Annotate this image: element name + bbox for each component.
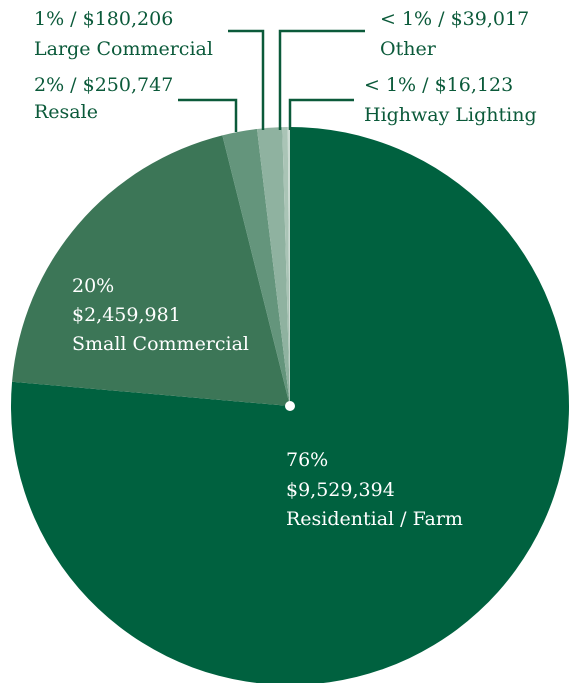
- label-other: < 1% / $39,017 Other: [380, 8, 535, 60]
- label-resale-line1: 2% / $250,747: [34, 74, 173, 96]
- label-residential-farm: 76% $9,529,394 Residential / Farm: [286, 449, 463, 530]
- label-residential-farm-category: Residential / Farm: [286, 508, 463, 530]
- leader-line-highway-lighting: [288, 98, 354, 130]
- pie-center-dot: [285, 401, 295, 411]
- label-other-line2: Other: [380, 38, 437, 60]
- pie-slice-other: [282, 127, 290, 406]
- label-residential-farm-percent: 76%: [286, 449, 328, 471]
- label-small-commercial-percent: 20%: [72, 275, 114, 297]
- label-small-commercial-value: $2,459,981: [72, 304, 181, 326]
- label-resale-line2: Resale: [34, 101, 98, 123]
- label-highway-lighting-line2: Highway Lighting: [364, 104, 537, 126]
- label-large-commercial: 1% / $180,206 Large Commercial: [34, 8, 213, 60]
- label-large-commercial-line1: 1% / $180,206: [34, 8, 173, 30]
- leader-line-other: [278, 29, 365, 130]
- pie-slice-residential-farm: [11, 127, 569, 683]
- pie-slice-small-commercial: [12, 135, 290, 406]
- label-large-commercial-line2: Large Commercial: [34, 38, 213, 60]
- label-highway-lighting: < 1% / $16,123 Highway Lighting: [364, 74, 537, 126]
- label-resale: 2% / $250,747 Resale: [34, 74, 179, 123]
- leader-line-resale: [178, 98, 238, 132]
- label-highway-lighting-line1: < 1% / $16,123: [364, 74, 513, 96]
- pie-slices: [11, 127, 569, 683]
- pie-slice-resale: [222, 128, 290, 406]
- label-small-commercial-category: Small Commercial: [72, 333, 249, 355]
- label-small-commercial: 20% $2,459,981 Small Commercial: [72, 275, 249, 355]
- pie-slice-highway-lighting: [287, 127, 290, 406]
- label-residential-farm-value: $9,529,394: [286, 479, 395, 501]
- label-other-line1: < 1% / $39,017: [380, 8, 529, 30]
- leader-line-large-commercial: [228, 29, 265, 130]
- pie-slice-large-commercial: [257, 127, 290, 407]
